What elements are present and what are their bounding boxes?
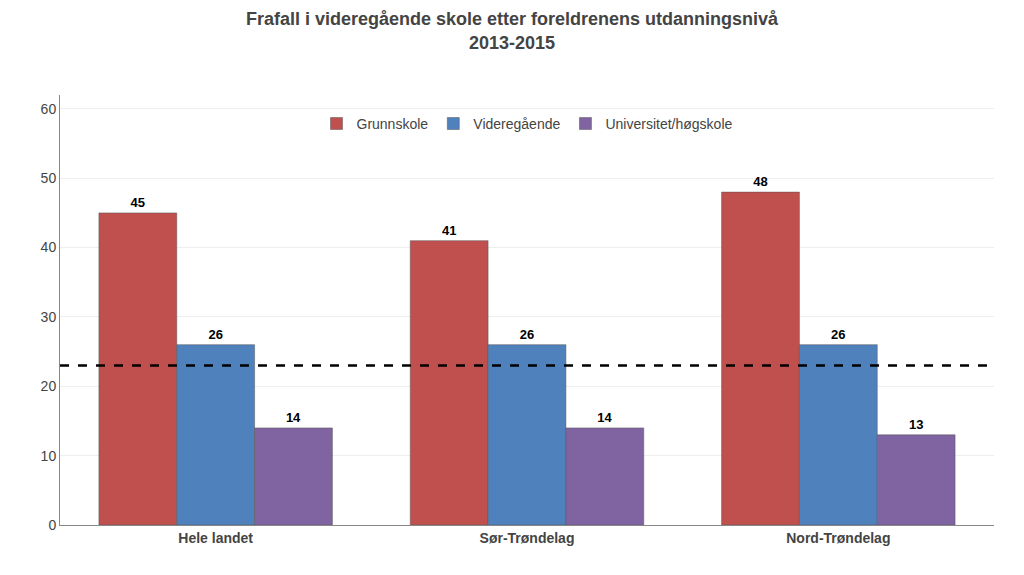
svg-text:Universitet/høgskole: Universitet/høgskole (605, 116, 732, 132)
svg-text:45: 45 (131, 195, 145, 210)
svg-text:40: 40 (41, 239, 57, 255)
svg-text:60: 60 (41, 101, 57, 117)
svg-text:Grunnskole: Grunnskole (357, 116, 429, 132)
svg-text:10: 10 (41, 448, 57, 464)
svg-text:14: 14 (286, 410, 301, 425)
svg-text:14: 14 (597, 410, 612, 425)
svg-text:Frafall i videregående skole e: Frafall i videregående skole etter forel… (246, 9, 779, 52)
svg-text:20: 20 (41, 378, 57, 394)
svg-text:48: 48 (753, 174, 767, 189)
svg-text:30: 30 (41, 309, 57, 325)
svg-text:26: 26 (831, 327, 845, 342)
svg-text:41: 41 (442, 223, 456, 238)
svg-text:Videregående: Videregående (473, 116, 560, 132)
svg-text:26: 26 (520, 327, 534, 342)
svg-text:Nord-Trøndelag: Nord-Trøndelag (786, 530, 890, 546)
svg-text:26: 26 (208, 327, 222, 342)
svg-text:0: 0 (48, 517, 56, 533)
svg-text:Sør-Trøndelag: Sør-Trøndelag (480, 530, 575, 546)
svg-text:50: 50 (41, 170, 57, 186)
svg-text:Hele landet: Hele landet (178, 530, 253, 546)
svg-text:13: 13 (909, 417, 923, 432)
